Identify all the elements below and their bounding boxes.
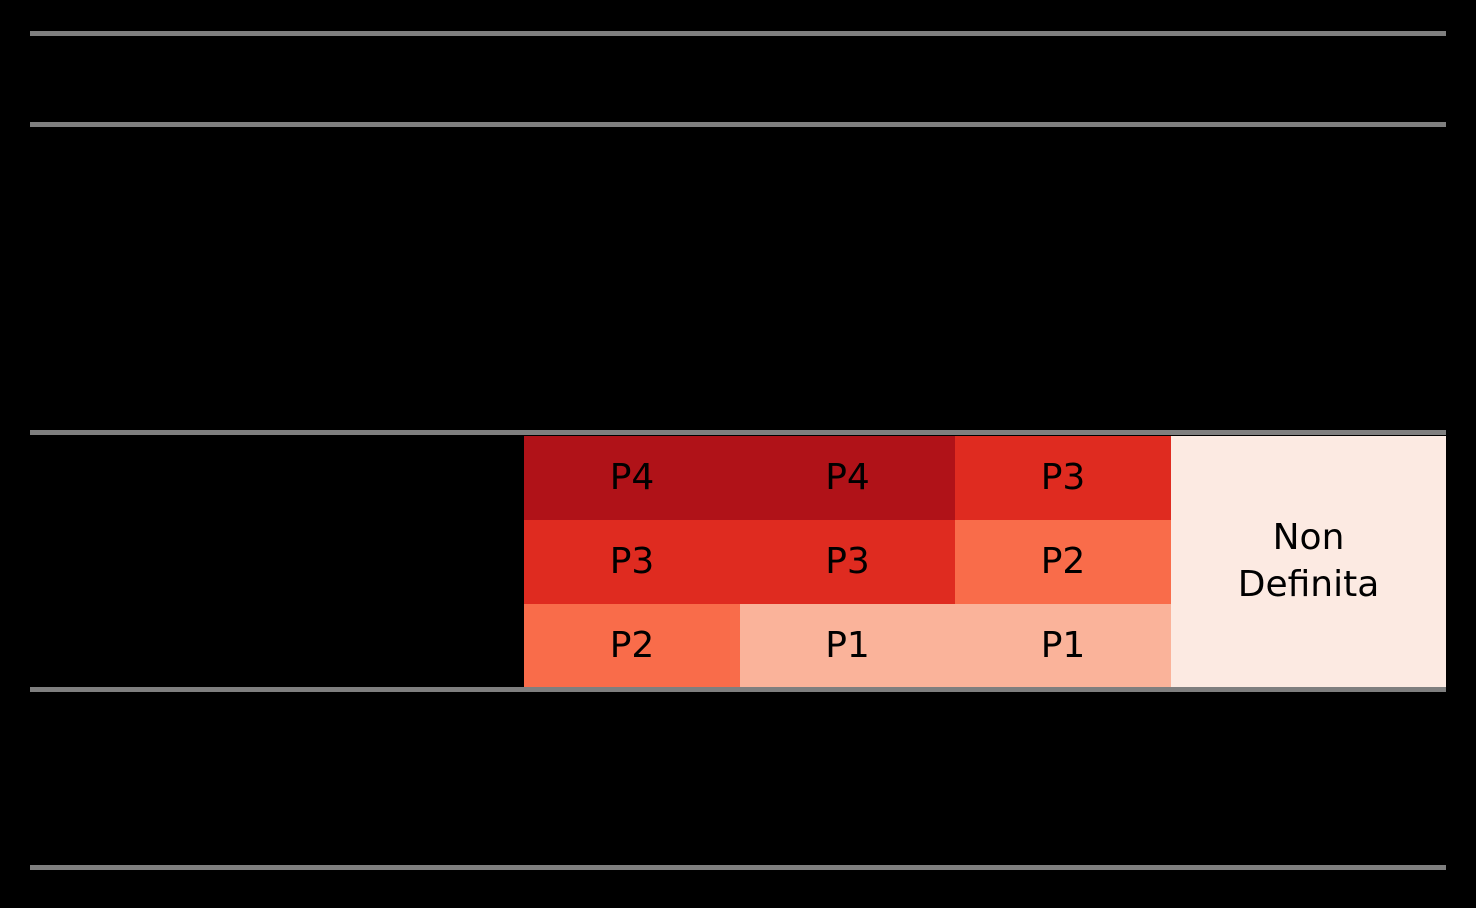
matrix-cell: P2 (955, 520, 1171, 604)
matrix-cell: P3 (524, 520, 740, 604)
divider-4 (30, 687, 1446, 692)
matrix-cell: P2 (524, 604, 740, 687)
matrix-cell: P4 (740, 436, 955, 520)
matrix-cell: P3 (955, 436, 1171, 520)
matrix-cell: P4 (524, 436, 740, 520)
divider-5 (30, 865, 1446, 870)
non-definita-label: Non Definita (1237, 516, 1380, 605)
divider-1 (30, 31, 1446, 36)
matrix-cell: P1 (955, 604, 1171, 687)
divider-3 (30, 430, 1446, 435)
matrix-cell: P3 (740, 520, 955, 604)
non-definita-cell: Non Definita (1171, 436, 1446, 687)
divider-2 (30, 122, 1446, 127)
priority-matrix: P4 P4 P3 Non Definita P3 P3 P2 P2 P1 P1 (524, 436, 1446, 687)
matrix-cell: P1 (740, 604, 955, 687)
